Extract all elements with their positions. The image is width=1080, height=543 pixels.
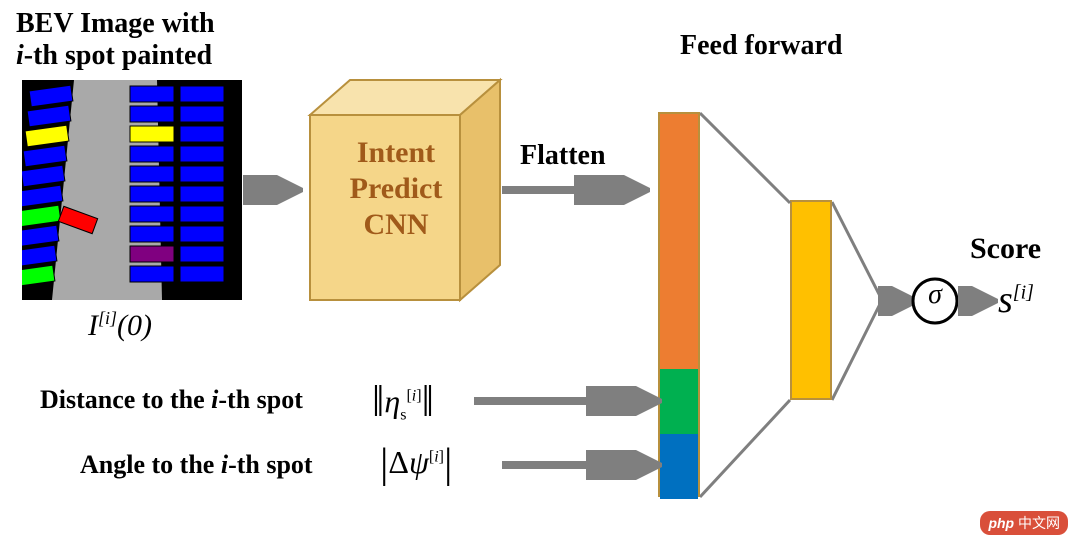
arrow-distance (472, 386, 662, 416)
cnn-label: IntentPredictCNN (326, 135, 466, 243)
feature-bar-1 (658, 112, 700, 497)
dist-prefix: Distance to the (40, 385, 211, 414)
ang-i: i (221, 450, 228, 479)
ang-prefix: Angle to the (80, 450, 221, 479)
bev-image (22, 80, 242, 300)
converge-lines-right (700, 110, 795, 502)
bev-svg (22, 80, 242, 300)
bar1-seg-green (660, 369, 698, 434)
feature-bar-2 (790, 200, 832, 400)
angle-formula: |Δψ[i]| (380, 436, 452, 484)
feedforward-label: Feed forward (680, 30, 843, 62)
arrow-sigma-to-score (958, 286, 998, 316)
flatten-label: Flatten (520, 140, 606, 172)
distance-formula: ‖ηs[i]‖ (372, 372, 434, 424)
score-formula: s[i] (998, 278, 1034, 322)
cnn-text: IntentPredictCNN (350, 136, 443, 241)
watermark: php PHP 中文网中文网 (980, 511, 1068, 535)
score-label: Score (970, 232, 1041, 266)
sigma-symbol: σ (910, 279, 960, 311)
distance-label: Distance to the i-th spot (40, 385, 303, 415)
ang-suffix: -th spot (228, 450, 313, 479)
dist-suffix: -th spot (218, 385, 303, 414)
input-caption: I[i](0) (88, 308, 152, 343)
arrow-angle (500, 450, 662, 480)
bar1-seg-blue (660, 434, 698, 499)
arrow-cnn-to-vector (500, 175, 650, 205)
angle-label: Angle to the i-th spot (80, 450, 313, 480)
title-line1: BEV Image with (16, 8, 215, 39)
bar1-seg-orange (660, 114, 698, 369)
arrow-input-to-cnn (243, 175, 303, 205)
title-line2: i-th spot painted (16, 40, 212, 71)
input-title: BEV Image with i-th spot painted (16, 8, 215, 72)
